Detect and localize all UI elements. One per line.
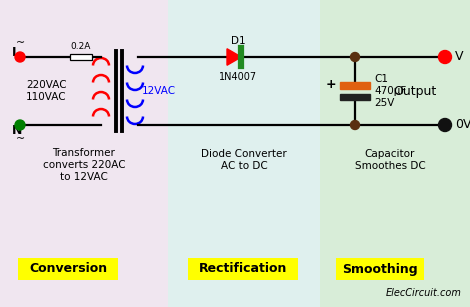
Text: Capacitor
Smoothes DC: Capacitor Smoothes DC [355,149,425,171]
Bar [320,0,470,307]
Text: Smoothing: Smoothing [342,262,418,275]
Circle shape [439,50,452,64]
Text: D1: D1 [231,36,245,46]
Text: C1: C1 [374,74,388,84]
Circle shape [351,52,360,61]
Text: Transformer
converts 220AC
to 12VAC: Transformer converts 220AC to 12VAC [43,148,125,182]
Bar [188,258,298,280]
Circle shape [439,119,452,131]
Bar [0,0,168,307]
Text: 0V: 0V [455,119,470,131]
Text: ElecCircuit.com: ElecCircuit.com [386,288,462,298]
Text: Output: Output [393,84,437,98]
Text: Rectification: Rectification [199,262,287,275]
Text: L: L [12,45,20,59]
Text: Conversion: Conversion [29,262,107,275]
Text: 470μF: 470μF [374,86,406,96]
Circle shape [351,121,360,130]
Text: V: V [455,50,463,64]
Bar [336,258,424,280]
Circle shape [15,120,25,130]
Text: ~: ~ [16,134,25,144]
Bar [70,54,92,60]
Bar [18,258,118,280]
Text: 25V: 25V [374,98,394,108]
Text: N: N [12,123,23,137]
Bar [340,94,370,99]
Text: 1N4007: 1N4007 [219,72,257,82]
Text: +: + [440,52,450,62]
Text: 12VAC: 12VAC [142,86,176,96]
Bar [168,0,320,307]
Text: 220VAC
110VAC: 220VAC 110VAC [26,80,67,102]
Polygon shape [227,49,241,65]
Bar [340,81,370,88]
Text: Diode Converter
AC to DC: Diode Converter AC to DC [201,149,287,171]
Text: +: + [325,79,336,91]
Circle shape [15,52,25,62]
Text: 0.2A: 0.2A [71,42,91,51]
Text: ~: ~ [16,38,25,48]
